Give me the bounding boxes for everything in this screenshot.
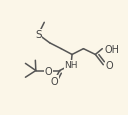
Text: NH: NH [64,61,78,70]
Text: O: O [50,76,58,86]
Text: OH: OH [105,44,120,54]
Text: O: O [45,66,53,76]
Text: S: S [35,30,42,40]
Text: O: O [106,60,113,70]
